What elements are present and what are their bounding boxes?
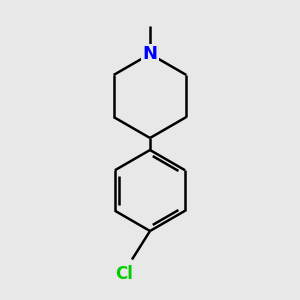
Text: N: N	[142, 45, 158, 63]
Text: Cl: Cl	[116, 265, 134, 283]
